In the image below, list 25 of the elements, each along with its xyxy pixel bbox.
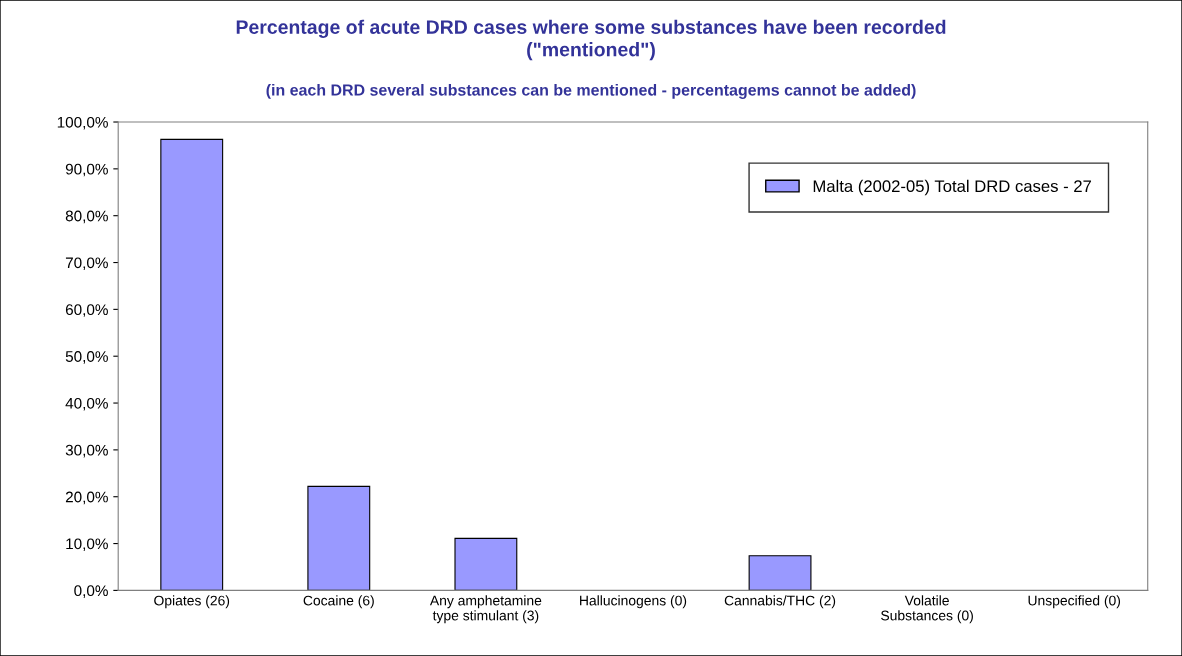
y-tick-label: 30,0% <box>65 444 108 458</box>
x-tick-label: Volatile Substances (0) <box>881 595 973 624</box>
y-tick-label: 40,0% <box>65 397 108 411</box>
y-tick-label: 70,0% <box>65 257 108 271</box>
bar <box>454 537 518 591</box>
bar <box>307 485 371 591</box>
legend-label: Malta (2002-05) Total DRD cases - 27 <box>813 179 1092 196</box>
y-tick-label: 10,0% <box>66 538 108 552</box>
x-tick-label: Any amphetamine type stimulant (3) <box>429 595 542 624</box>
y-tick-label: 80,0% <box>65 210 108 224</box>
y-tick-label: 60,0% <box>65 304 108 317</box>
x-tick-label: Cannabis/THC (2) <box>724 595 836 609</box>
chart-title: Percentage of acute DRD cases where some substances have been recorded ("mentioned") <box>236 19 946 61</box>
y-tick-label: 0,0% <box>74 585 108 598</box>
x-tick-label: Hallucinogens (0) <box>580 595 687 609</box>
bar <box>748 555 812 591</box>
x-tick-label: Cocaine (6) <box>303 595 374 609</box>
chart-subtitle: (in each DRD several substances can be mentioned - percentagems cannot be added) <box>266 83 916 99</box>
y-tick-label: 90,0% <box>65 163 108 177</box>
bar <box>160 138 224 591</box>
y-tick-label: 100,0% <box>57 116 108 130</box>
x-tick-label: Opiates (26) <box>154 595 230 609</box>
y-tick-label: 50,0% <box>65 351 108 364</box>
y-tick-label: 20,0% <box>65 491 108 505</box>
x-tick-label: Unspecified (0) <box>1028 595 1121 609</box>
